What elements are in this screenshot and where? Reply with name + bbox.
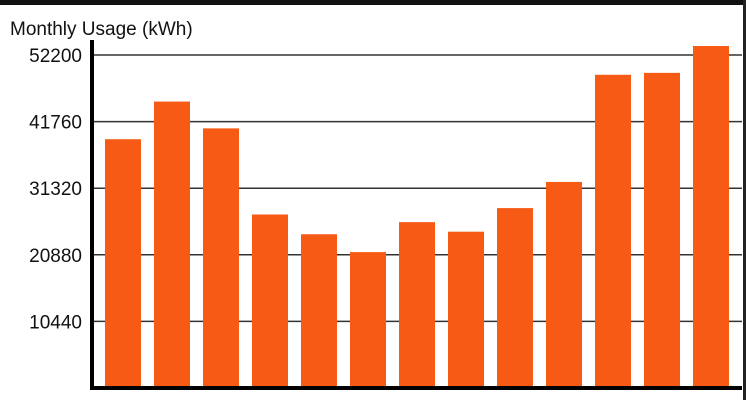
- right-border: [743, 0, 746, 400]
- y-tick-label: 31320: [29, 179, 82, 200]
- bar-2: [154, 101, 190, 388]
- bars: [105, 46, 729, 389]
- bar-1: [105, 139, 141, 388]
- bar-7: [399, 222, 435, 388]
- y-tick-label: 41760: [29, 113, 82, 134]
- bar-4: [252, 214, 288, 388]
- y-tick-label: 20880: [29, 246, 82, 267]
- bar-8: [448, 231, 484, 388]
- bar-11: [595, 74, 631, 388]
- bar-9: [497, 208, 533, 388]
- bar-5: [301, 234, 337, 388]
- bar-6: [350, 252, 386, 388]
- y-tick-labels: 10440 20880 31320 41760 52200: [29, 46, 82, 333]
- y-tick-label: 52200: [29, 46, 82, 67]
- bar-12: [644, 72, 680, 389]
- bar-10: [546, 181, 582, 388]
- y-tick-label: 10440: [29, 312, 82, 333]
- axes: [90, 40, 742, 390]
- bar-3: [203, 128, 239, 389]
- bar-13: [693, 46, 729, 388]
- y-axis-label: Monthly Usage (kWh): [10, 19, 193, 40]
- top-border: [0, 0, 746, 5]
